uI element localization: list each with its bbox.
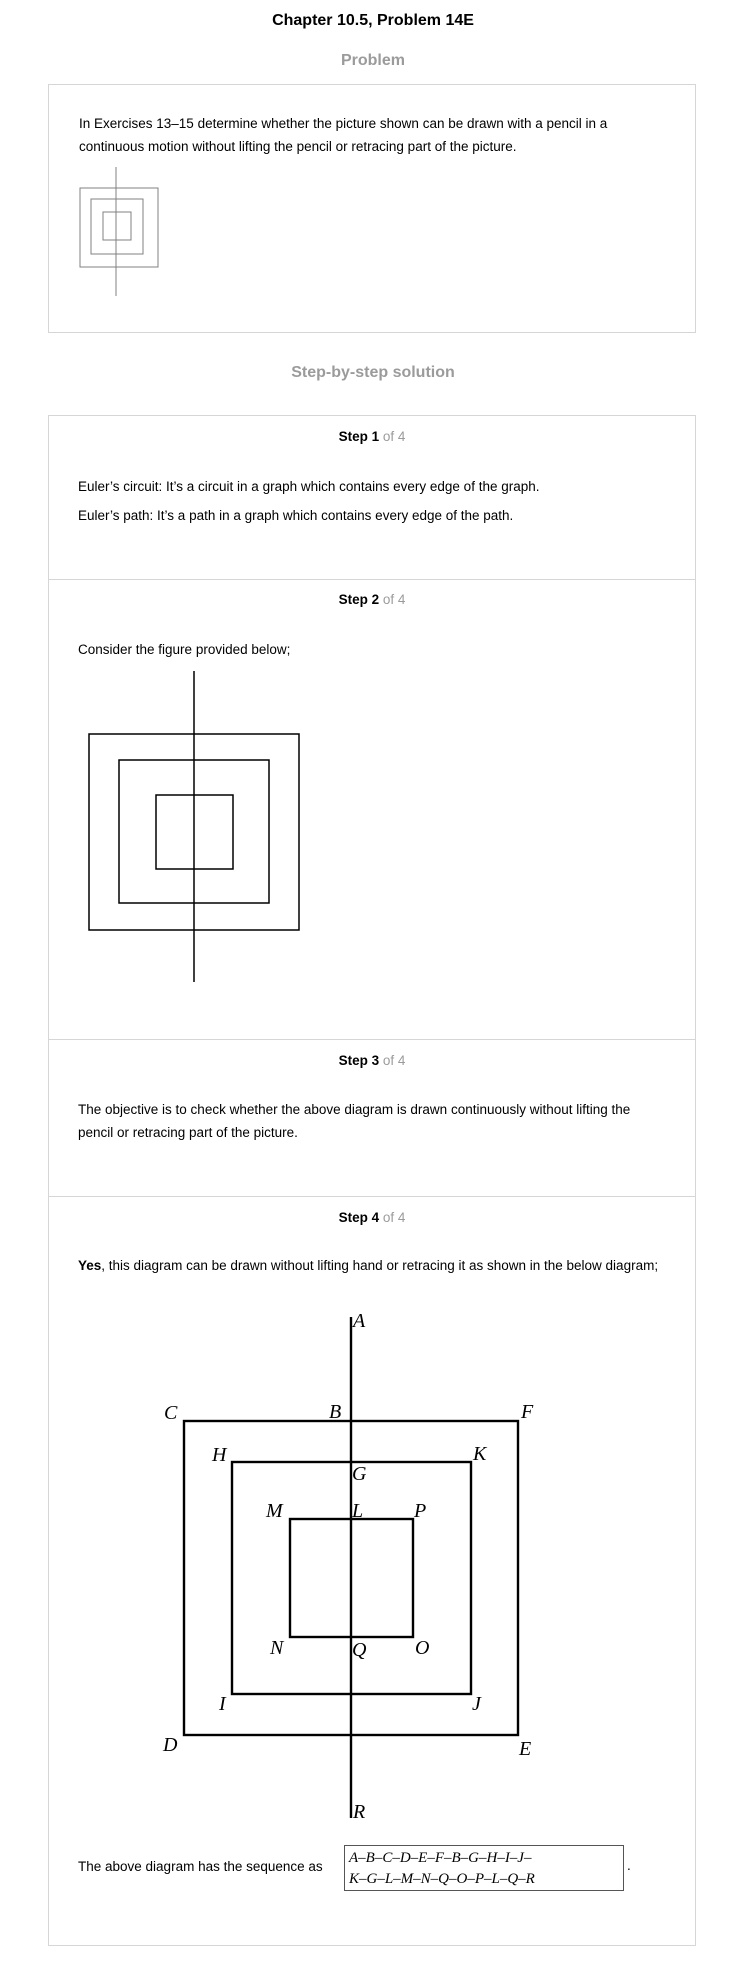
step-4: Step 4 of 4 Yes, this diagram can be dra… [48, 1197, 696, 1946]
step-1: Step 1 of 4 Euler’s circuit: It’s a circ… [48, 415, 696, 580]
step-1-line-1: Euler’s circuit: It’s a circuit in a gra… [78, 479, 540, 494]
step-3-text: The objective is to check whether the ab… [78, 1102, 631, 1140]
label-L: L [351, 1500, 363, 1522]
label-O: O [415, 1637, 429, 1659]
step-1-number: Step 1 [338, 429, 380, 444]
step-divider [48, 1196, 696, 1197]
step-3: Step 3 of 4 The objective is to check wh… [48, 1040, 696, 1197]
step-4-text: Yes, this diagram can be drawn without l… [78, 1254, 668, 1277]
step-3-of: of 4 [379, 1053, 406, 1068]
label-J: J [472, 1693, 482, 1715]
label-A: A [351, 1310, 366, 1332]
label-P: P [413, 1500, 426, 1522]
label-Q: Q [352, 1639, 367, 1661]
label-R: R [352, 1801, 365, 1823]
step-4-text-rest: , this diagram can be drawn without lift… [101, 1258, 659, 1273]
problem-heading: Problem [340, 52, 405, 69]
label-H: H [211, 1444, 228, 1466]
page-title: Chapter 10.5, Problem 14E [272, 12, 474, 29]
step-2-header: Step 2 of 4 [48, 592, 696, 607]
problem-box: In Exercises 13–15 determine whether the… [48, 84, 696, 333]
step-2-text: Consider the figure provided below; [78, 642, 291, 657]
step-1-header: Step 1 of 4 [48, 429, 696, 444]
sequence-end: . [627, 1858, 631, 1873]
label-G: G [352, 1463, 367, 1485]
label-N: N [269, 1637, 285, 1659]
solution-box [48, 415, 696, 1946]
step-4-graph: A B C D E F G H I J K L M N O P Q R [162, 1310, 534, 1823]
label-B: B [329, 1401, 341, 1423]
label-F: F [520, 1401, 534, 1423]
step-4-header: Step 4 of 4 [48, 1210, 696, 1225]
sequence-intro: The above diagram has the sequence as [78, 1859, 323, 1874]
label-I: I [218, 1693, 227, 1715]
label-M: M [265, 1500, 284, 1522]
sequence-line-2: K–G–L–M–N–Q–O–P–L–Q–R [349, 1871, 535, 1887]
step-2-figure [88, 671, 300, 982]
step-4-number: Step 4 [338, 1210, 380, 1225]
step-divider [48, 579, 696, 580]
label-E: E [518, 1738, 531, 1760]
label-D: D [162, 1734, 178, 1756]
solution-heading: Step-by-step solution [291, 364, 455, 381]
step-4-of: of 4 [379, 1210, 406, 1225]
problem-figure [79, 167, 159, 296]
label-C: C [164, 1402, 178, 1424]
step-divider [48, 1039, 696, 1040]
step-4-yes: Yes [78, 1258, 102, 1273]
step-3-number: Step 3 [338, 1053, 380, 1068]
sequence-box: A–B–C–D–E–F–B–G–H–I–J– K–G–L–M–N–Q–O–P–L… [344, 1845, 624, 1891]
step-2: Step 2 of 4 Consider the figure provided… [48, 580, 696, 1040]
label-K: K [472, 1443, 488, 1465]
step-2-of: of 4 [379, 592, 406, 607]
sequence-line-1: A–B–C–D–E–F–B–G–H–I–J– [349, 1850, 532, 1866]
step-2-number: Step 2 [338, 592, 380, 607]
problem-text: In Exercises 13–15 determine whether the… [79, 116, 608, 154]
step-1-line-2: Euler’s path: It’s a path in a graph whi… [78, 508, 514, 523]
step-1-of: of 4 [379, 429, 406, 444]
step-3-header: Step 3 of 4 [48, 1053, 696, 1068]
